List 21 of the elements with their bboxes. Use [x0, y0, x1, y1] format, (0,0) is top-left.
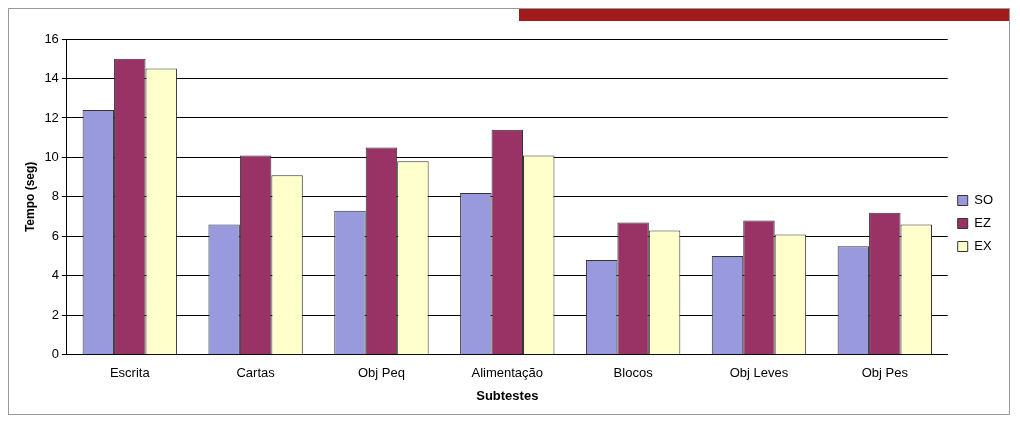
y-tick-label: 16	[44, 30, 59, 46]
legend-label: EZ	[974, 215, 991, 231]
legend-label: SO	[974, 192, 994, 208]
x-tick-label: Cartas	[236, 365, 276, 381]
y-tick-label: 10	[44, 149, 59, 164]
y-tick-label: 4	[51, 267, 59, 283]
y-tick-label: 6	[51, 227, 59, 243]
x-tick-label: Obj Pes	[861, 365, 909, 381]
y-tick-label: 2	[51, 306, 59, 322]
x-tick-label: Blocos	[613, 365, 654, 381]
y-tick-label: 8	[51, 188, 59, 204]
y-tick-label: 14	[44, 70, 59, 86]
y-tick-label: 0	[51, 346, 59, 362]
x-tick-label: Obj Peq	[357, 365, 405, 381]
x-tick-label: Obj Leves	[729, 365, 789, 381]
y-tick-label: 12	[44, 109, 59, 125]
x-tick-label: Escrita	[109, 365, 151, 381]
x-axis-title: Subtestes	[476, 387, 539, 403]
x-tick-label: Alimentação	[471, 365, 544, 381]
legend-label: EX	[974, 238, 992, 254]
y-axis-title: Tempo (seg)	[22, 161, 37, 233]
